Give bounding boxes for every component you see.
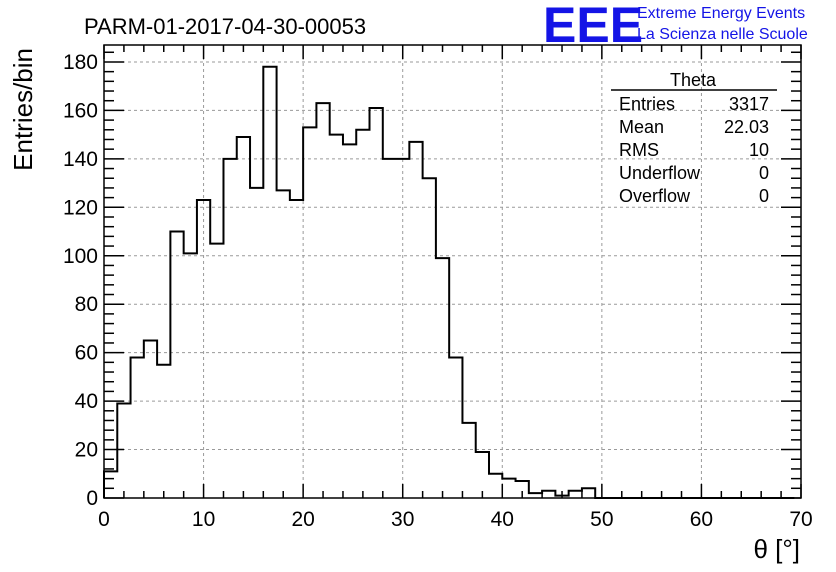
- histogram-bin: [117, 404, 130, 498]
- stats-label: Mean: [619, 117, 664, 137]
- stats-value: 22.03: [724, 117, 769, 137]
- histogram-bin: [370, 108, 383, 498]
- y-tick-label: 80: [75, 293, 98, 316]
- logo-line-1: Extreme Energy Events: [637, 5, 805, 22]
- stats-label: Entries: [619, 94, 675, 114]
- histogram-bin: [449, 357, 462, 498]
- histogram-bin: [383, 159, 396, 498]
- y-tick-label: 140: [63, 148, 98, 171]
- logo: EEE Extreme Energy Events La Scienza nel…: [543, 0, 808, 53]
- logo-letters: EEE: [543, 0, 643, 53]
- stats-value: 0: [759, 163, 769, 183]
- stats-label: Overflow: [619, 186, 691, 206]
- histogram-bin: [223, 159, 236, 498]
- histogram-bin: [303, 127, 316, 498]
- stats-label: Underflow: [619, 163, 701, 183]
- x-tick-label: 0: [98, 508, 110, 531]
- x-tick-label: 70: [789, 508, 812, 531]
- stats-title: Theta: [670, 70, 717, 90]
- histogram-bin: [210, 244, 223, 498]
- histogram-bin: [343, 144, 356, 498]
- histogram-bin: [569, 491, 582, 498]
- histogram-bin: [104, 471, 117, 498]
- histogram-bin: [502, 479, 515, 498]
- histogram-bin: [184, 253, 197, 498]
- histogram-bin: [316, 103, 329, 498]
- y-tick-label: 160: [63, 99, 98, 122]
- x-tick-label: 40: [491, 508, 514, 531]
- y-axis-label: Entries/bin: [8, 48, 38, 171]
- histogram-bin: [409, 142, 422, 498]
- grid: [104, 45, 801, 498]
- x-axis: 0 10 20 30 40 50 60 70: [98, 45, 813, 531]
- histogram-bin: [144, 341, 157, 498]
- histogram-bin: [131, 357, 144, 498]
- histogram-bin: [489, 474, 502, 498]
- histogram-outline: [103, 65, 795, 499]
- y-tick-label: 20: [75, 439, 98, 462]
- histogram-bin: [277, 190, 290, 498]
- stats-value: 0: [759, 186, 769, 206]
- stats-box: Theta Entries 3317 Mean 22.03 RMS 10 Underflow…: [611, 70, 777, 206]
- histogram-bin: [542, 491, 555, 498]
- y-tick-label: 40: [75, 390, 98, 413]
- x-tick-label: 30: [391, 508, 414, 531]
- chart-title: PARM-01-2017-04-30-00053: [84, 14, 366, 39]
- histogram-bin: [290, 200, 303, 498]
- x-tick-label: 20: [291, 508, 314, 531]
- histogram-bin: [356, 130, 369, 498]
- histogram-bin: [250, 188, 263, 498]
- histogram-bin: [582, 488, 595, 498]
- logo-line-2: La Scienza nelle Scuole: [637, 26, 808, 43]
- plot-frame: [103, 44, 802, 499]
- x-tick-label: 10: [192, 508, 215, 531]
- histogram-bin: [170, 232, 183, 498]
- histogram-bin: [462, 423, 475, 498]
- y-tick-label: 180: [63, 51, 98, 74]
- x-axis-label: θ [°]: [753, 534, 800, 564]
- histogram-bin: [237, 137, 250, 498]
- stats-value: 3317: [729, 94, 769, 114]
- histogram-bin: [263, 67, 276, 498]
- stats-label: RMS: [619, 140, 659, 160]
- histogram-bin: [157, 365, 170, 498]
- x-tick-label: 50: [590, 508, 613, 531]
- histogram-bin: [436, 258, 449, 498]
- y-tick-label: 60: [75, 342, 98, 365]
- x-tick-label: 60: [690, 508, 713, 531]
- stats-value: 10: [749, 140, 769, 160]
- histogram-bin: [330, 135, 343, 498]
- bars: [104, 67, 595, 498]
- y-tick-label: 0: [86, 487, 98, 510]
- y-tick-label: 120: [63, 196, 98, 219]
- y-tick-label: 100: [63, 245, 98, 268]
